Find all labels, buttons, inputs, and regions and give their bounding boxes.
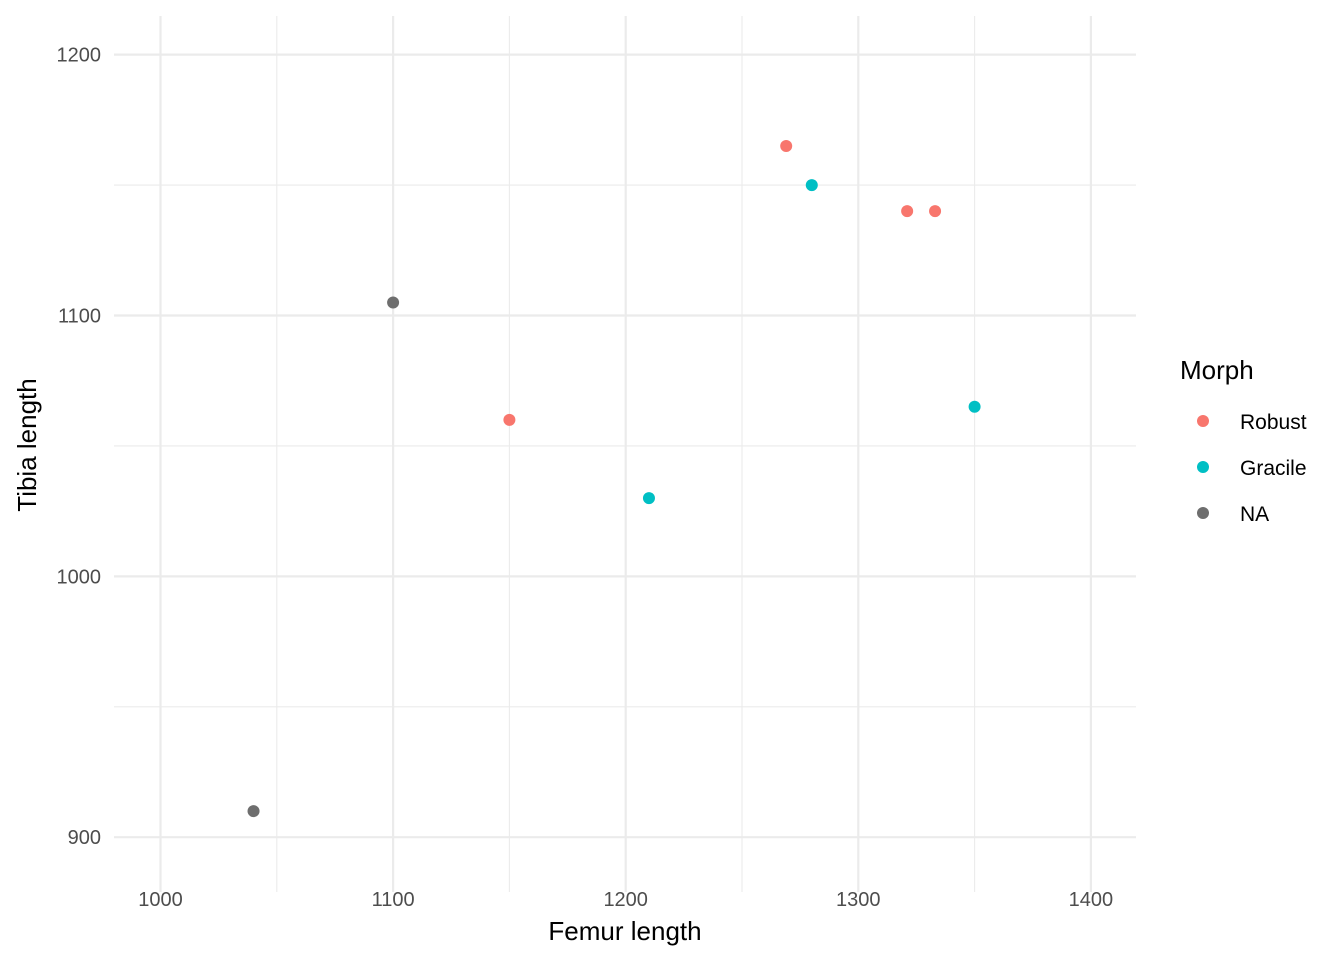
legend-key-na — [1197, 507, 1209, 519]
data-point-na — [387, 296, 400, 309]
y-tick-label: 1200 — [57, 45, 102, 67]
legend-label-robust: Robust — [1240, 411, 1307, 434]
data-point-na — [247, 805, 260, 818]
x-tick-label: 1100 — [372, 889, 415, 911]
data-points — [247, 139, 981, 818]
grid — [114, 16, 1136, 892]
data-point-robust — [901, 205, 914, 218]
x-tick-label: 1200 — [603, 889, 648, 911]
legend-key-robust — [1197, 415, 1209, 427]
legend: Morph Robust Gracile NA — [1180, 355, 1307, 526]
x-tick-label: 1400 — [1069, 889, 1114, 911]
data-point-gracile — [968, 400, 981, 413]
data-point-robust — [929, 205, 942, 218]
legend-label-na: NA — [1240, 503, 1269, 526]
y-tick-label: 1000 — [57, 566, 102, 588]
legend-title: Morph — [1180, 355, 1254, 385]
y-tick-label: 900 — [68, 827, 101, 849]
x-tick-label: 1300 — [836, 889, 881, 911]
legend-key-gracile — [1197, 461, 1209, 473]
y-axis-title: Tibia length — [12, 378, 42, 511]
x-tick-label: 1000 — [138, 889, 183, 911]
data-point-robust — [503, 413, 516, 426]
legend-label-gracile: Gracile — [1240, 457, 1307, 480]
x-axis-ticks: 1000 1100 1200 1300 1400 — [138, 889, 1113, 911]
y-axis-ticks: 900 1000 1100 1200 — [57, 45, 102, 850]
data-point-robust — [780, 139, 793, 152]
data-point-gracile — [642, 492, 655, 505]
data-point-gracile — [805, 179, 818, 192]
y-tick-label: 1100 — [58, 306, 101, 328]
x-axis-title: Femur length — [548, 916, 701, 946]
